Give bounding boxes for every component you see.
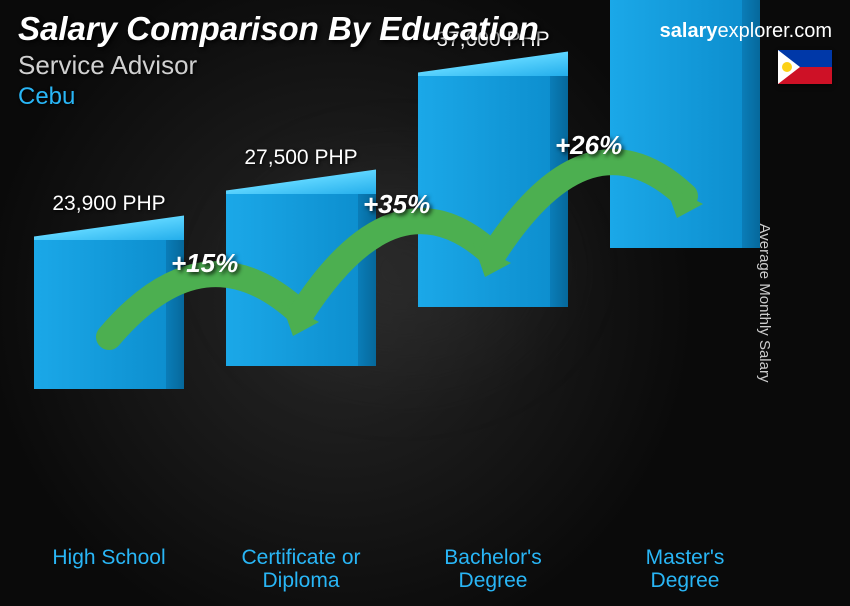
- brand-bold: salary: [660, 20, 718, 42]
- bar-category-label: Bachelor'sDegree: [418, 546, 568, 592]
- increase-percent-label: +35%: [363, 189, 430, 220]
- bar-category-label: High School: [34, 546, 184, 569]
- brand-logo: salaryexplorer.com: [660, 20, 832, 43]
- chart-location: Cebu: [18, 83, 832, 111]
- arc-icon: [453, 96, 725, 295]
- brand-thin: explorer: [718, 20, 789, 42]
- bar-chart: 23,900 PHPHigh School27,500 PHPCertifica…: [34, 148, 800, 588]
- bar-category-label: Certificate orDiploma: [226, 546, 376, 592]
- bar-category-label: Master'sDegree: [610, 546, 760, 592]
- bar: 23,900 PHP: [34, 389, 184, 538]
- y-axis-label: Average Monthly Salary: [756, 224, 773, 383]
- flag-icon: [778, 50, 832, 84]
- bar: 27,500 PHP: [226, 366, 376, 538]
- increase-percent-label: +15%: [171, 248, 238, 279]
- increase-percent-label: +26%: [555, 130, 622, 161]
- bar-value-label: 23,900 PHP: [52, 192, 165, 216]
- brand-suffix: .com: [789, 20, 832, 42]
- increase-arc: [453, 96, 725, 295]
- chart-subtitle: Service Advisor: [18, 50, 832, 81]
